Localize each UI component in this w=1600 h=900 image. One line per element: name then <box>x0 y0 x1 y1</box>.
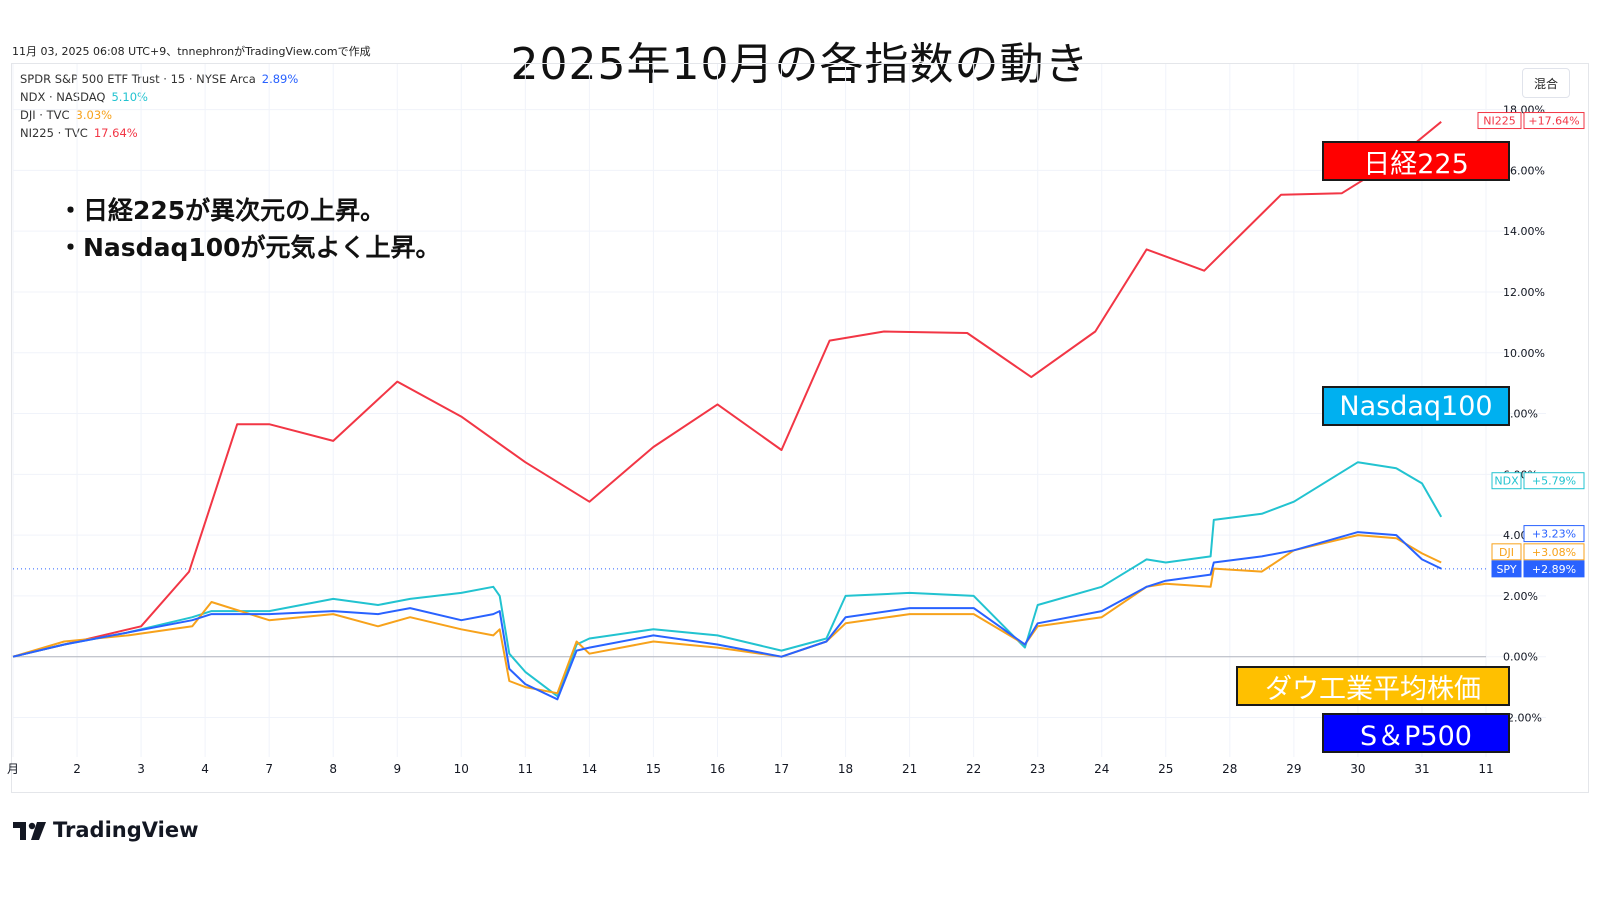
y-tick-label: 10.00% <box>1503 347 1545 360</box>
price-tag-value: +17.64% <box>1528 115 1579 128</box>
series-line-ndx <box>12 461 1443 698</box>
price-tag-value: +3.08% <box>1532 546 1576 559</box>
price-tag-value: +5.79% <box>1532 475 1576 488</box>
x-tick-label: 11 <box>1478 762 1493 776</box>
scale-mode-button[interactable]: 混合 <box>1522 68 1570 98</box>
price-tag-symbol: DJI <box>1499 546 1514 559</box>
price-tag-symbol-box <box>1477 112 1522 130</box>
x-tick-label: 28 <box>1222 762 1237 776</box>
price-tag-value-box <box>1523 112 1585 130</box>
price-tag-value-box <box>1523 560 1585 578</box>
callout-nasdaq: Nasdaq100 <box>1322 386 1510 426</box>
x-tick-label: 10 <box>454 762 469 776</box>
x-tick-label: 14 <box>582 762 597 776</box>
price-tag-value-box <box>1523 543 1585 561</box>
x-tick-label: 15 <box>646 762 661 776</box>
x-tick-label: 4 <box>201 762 209 776</box>
price-tag-symbol-box <box>1491 560 1522 578</box>
tradingview-brand[interactable]: TradingView <box>13 818 198 842</box>
x-tick-label: 11 <box>518 762 533 776</box>
price-tag-value: +3.23% <box>1532 528 1576 541</box>
y-tick-label: 12.00% <box>1503 286 1545 299</box>
series-line-spy <box>12 531 1442 701</box>
y-tick-label: 2.00% <box>1503 590 1538 603</box>
brand-name: TradingView <box>53 818 199 842</box>
x-tick-label: 22 <box>966 762 981 776</box>
legend-label: SPDR S&P 500 ETF Trust · 15 · NYSE Arca <box>20 72 256 86</box>
legend-value: 3.03% <box>75 108 113 122</box>
annotation-line-2: ・Nasdaq100が元気よく上昇。 <box>58 233 441 262</box>
y-tick-label: 14.00% <box>1503 225 1545 238</box>
legend-value: 17.64% <box>93 126 138 140</box>
price-tag-value-box <box>1523 525 1585 543</box>
y-tick-label: -2.00% <box>1503 711 1542 724</box>
legend-value: 5.10% <box>111 90 148 104</box>
x-tick-label: 30 <box>1350 762 1365 776</box>
legend-label: NDX · NASDAQ <box>20 90 106 104</box>
x-tick-label: 16 <box>710 762 725 776</box>
y-tick-label: 16.00% <box>1503 164 1545 177</box>
price-tag-symbol-box <box>1491 543 1522 561</box>
annotation-text: ・日経225が異次元の上昇。 ・Nasdaq100が元気よく上昇。 <box>58 192 441 266</box>
series-layer <box>12 121 1443 701</box>
x-tick-label: 25 <box>1158 762 1173 776</box>
price-tag-value-box <box>1523 472 1585 490</box>
x-tick-label: 7 <box>265 762 273 776</box>
capture-info: 11月 03, 2025 06:08 UTC+9、tnnephronがTradi… <box>12 45 371 58</box>
x-tick-label: 2 <box>73 762 81 776</box>
x-tick-label: 月 <box>7 762 19 776</box>
x-tick-label: 29 <box>1286 762 1301 776</box>
series-line-dji <box>12 534 1442 695</box>
legend-item-ni225[interactable]: NI225 · TVC 17.64% <box>20 126 138 140</box>
price-tag-layer: +17.64% NI225 +5.79% NDX +3.23% +3.08% DJI +2.8… <box>1477 112 1585 578</box>
chart-frame <box>11 63 1589 793</box>
slide-title: 2025年10月の各指数の動き <box>510 39 1090 90</box>
price-tag-symbol: NDX <box>1494 475 1519 488</box>
legend-item-ndx[interactable]: NDX · NASDAQ 5.10% <box>20 90 148 104</box>
legend-item-dji[interactable]: DJI · TVC 3.03% <box>20 108 112 122</box>
callout-dow: ダウ工業平均株価 <box>1236 666 1510 706</box>
x-tick-label: 31 <box>1414 762 1429 776</box>
y-tick-label: 8.00% <box>1503 408 1538 421</box>
callout-nikkei: 日経225 <box>1322 141 1510 181</box>
tradingview-logo-icon <box>13 821 47 840</box>
annotation-line-1: ・日経225が異次元の上昇。 <box>58 196 386 225</box>
grid-layer <box>12 64 1546 757</box>
x-tick-label: 23 <box>1030 762 1045 776</box>
x-tick-label: 17 <box>774 762 789 776</box>
price-tag-symbol: SPY <box>1496 563 1516 576</box>
x-tick-label: 8 <box>329 762 337 776</box>
series-line-ni225 <box>12 121 1442 658</box>
price-tag-value: +2.89% <box>1532 563 1576 576</box>
legend-item-spy[interactable]: SPDR S&P 500 ETF Trust · 15 · NYSE Arca 2… <box>20 72 298 86</box>
x-tick-label: 24 <box>1094 762 1109 776</box>
price-tag-symbol: NI225 <box>1483 115 1515 128</box>
x-tick-label: 9 <box>393 762 401 776</box>
legend-label: NI225 · TVC <box>20 126 88 140</box>
legend-value: 2.89% <box>261 72 299 86</box>
callout-sp500: S＆P500 <box>1322 713 1510 753</box>
x-tick-label: 21 <box>902 762 917 776</box>
x-tick-label: 3 <box>137 762 145 776</box>
legend-label: DJI · TVC <box>20 108 70 122</box>
price-tag-symbol-box <box>1491 472 1522 490</box>
x-tick-label: 18 <box>838 762 853 776</box>
y-tick-label: 0.00% <box>1503 651 1538 664</box>
